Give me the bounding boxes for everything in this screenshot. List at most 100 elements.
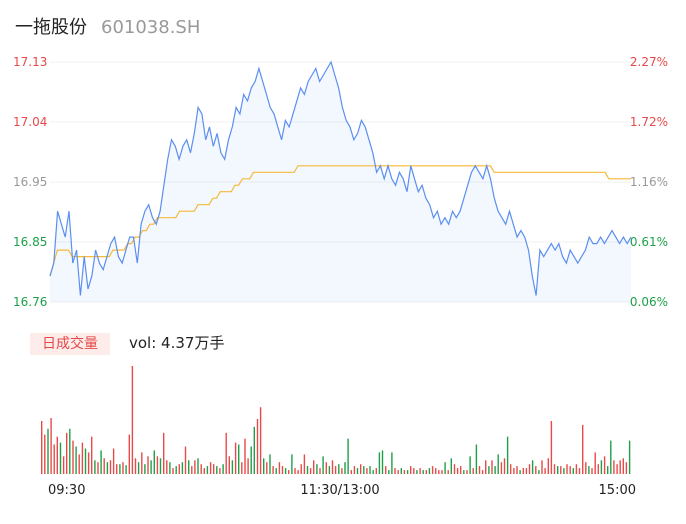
y-tick-label-right: 0.06%	[630, 295, 668, 309]
volume-bar	[400, 468, 402, 474]
volume-bar	[406, 470, 409, 474]
volume-bar	[519, 470, 521, 474]
volume-bar	[222, 464, 224, 474]
volume-bar	[438, 470, 440, 474]
volume-bar	[441, 470, 443, 474]
volume-bar	[397, 470, 399, 474]
volume-bar	[369, 466, 371, 474]
volume-bar	[625, 462, 628, 474]
volume-bar	[597, 464, 599, 474]
volume-bar	[153, 450, 155, 474]
volume-bar	[563, 468, 565, 474]
volume-bar	[144, 464, 146, 474]
volume-bar	[309, 468, 312, 474]
volume-bar	[622, 458, 624, 474]
volume-bar	[538, 470, 540, 474]
y-tick-label-right: 1.72%	[630, 115, 668, 129]
stock-title: 一拖股份 601038.SH	[15, 13, 200, 39]
volume-bar	[109, 460, 112, 474]
volume-bar	[410, 466, 412, 474]
volume-bar	[444, 462, 446, 474]
volume-bar	[259, 407, 262, 474]
volume-bar	[131, 366, 134, 474]
volume-bar	[478, 466, 481, 474]
volume-bar	[550, 421, 553, 474]
volume-bar	[544, 468, 546, 474]
volume-bar	[128, 434, 130, 474]
volume-bar	[572, 468, 574, 474]
volume-bar	[106, 462, 109, 474]
volume-bar	[172, 468, 174, 474]
volume-bar	[541, 460, 543, 474]
chart-grid	[50, 61, 631, 303]
volume-bar	[197, 458, 199, 474]
volume-bar	[178, 464, 180, 474]
volume-bar	[341, 468, 343, 474]
volume-bar	[53, 444, 55, 474]
price-area-fill	[50, 62, 631, 302]
volume-bar	[416, 470, 418, 474]
volume-bar	[613, 460, 615, 474]
volume-bar	[391, 452, 393, 474]
y-tick-label-left: 16.85	[13, 235, 47, 249]
volume-bar	[275, 468, 277, 474]
volume-bar	[360, 464, 362, 474]
volume-bar	[385, 466, 387, 474]
volume-bar	[103, 458, 105, 474]
volume-bar	[119, 464, 121, 474]
volume-bar	[97, 462, 99, 474]
volume-bar	[413, 468, 415, 474]
volume-bar	[122, 462, 124, 474]
volume-bar	[603, 456, 606, 474]
volume-bar	[450, 458, 452, 474]
volume-bar	[344, 462, 346, 474]
volume-bar	[431, 466, 434, 474]
volume-bar	[316, 464, 318, 474]
volume-bar	[513, 468, 515, 474]
volume-bar	[203, 468, 205, 474]
volume-bar	[378, 452, 381, 474]
volume-bar	[428, 468, 431, 474]
volume-bar	[278, 462, 281, 474]
volume-bar	[422, 470, 424, 474]
volume-bar	[313, 460, 315, 474]
volume-bar	[94, 460, 96, 474]
y-axis-left: 17.13 17.04 16.95 16.85 16.76	[13, 55, 47, 309]
daily-volume-tab[interactable]: 日成交量	[30, 333, 110, 355]
volume-bar	[62, 456, 65, 474]
volume-bar	[47, 428, 49, 474]
volume-bar	[228, 456, 230, 474]
volume-bar	[331, 460, 334, 474]
volume-bar	[531, 460, 534, 474]
y-tick-label-right: 2.27%	[630, 55, 668, 69]
volume-bar	[100, 450, 102, 474]
volume-bar	[425, 470, 427, 474]
volume-bar	[319, 468, 321, 474]
volume-bar	[281, 466, 284, 474]
volume-bar	[300, 464, 302, 474]
volume-bar	[375, 468, 377, 474]
volume-bar	[488, 466, 490, 474]
volume-bar	[506, 436, 509, 474]
volume-bar	[125, 465, 127, 474]
volume-bar	[456, 468, 459, 474]
volume-bar	[225, 432, 227, 474]
volume-bar	[188, 460, 190, 474]
volume-bar	[306, 466, 309, 474]
volume-bar	[206, 466, 209, 474]
volume-bar	[607, 466, 609, 474]
volume-bar	[247, 458, 249, 474]
volume-bar	[134, 458, 137, 474]
volume-bar	[81, 442, 84, 474]
volume-bar	[516, 466, 518, 474]
volume-bar	[328, 466, 331, 474]
volume-bar	[41, 421, 43, 474]
volume-bar	[435, 468, 437, 474]
volume-bar	[447, 470, 449, 474]
volume-bar	[266, 462, 268, 474]
volume-bar	[219, 468, 221, 474]
volume-bar	[472, 468, 474, 474]
volume-bar	[578, 468, 581, 474]
volume-bar	[475, 444, 478, 474]
